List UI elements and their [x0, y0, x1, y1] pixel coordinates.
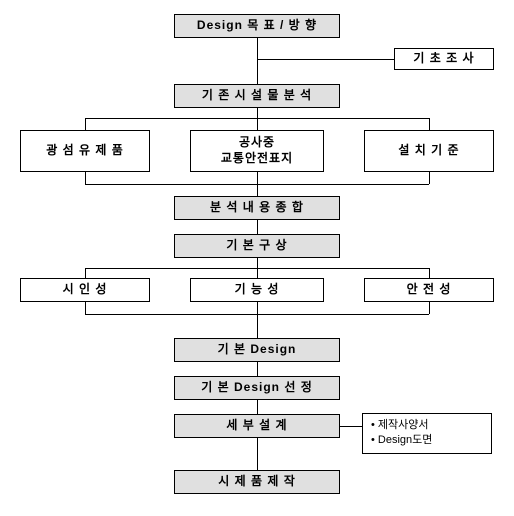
edge — [429, 302, 430, 314]
flowchart-canvas: Design 목 표 / 방 향기 초 조 사기 존 시 설 물 분 석광 섬 … — [0, 0, 514, 516]
edge — [85, 118, 429, 119]
node-s1: 기 초 조 사 — [394, 48, 494, 70]
edge — [257, 220, 258, 234]
bullet-item: • Design도면 — [371, 433, 483, 448]
node-n7: 세 부 설 계 — [174, 414, 340, 438]
node-s2b: 공사중 교통안전표지 — [190, 130, 324, 172]
edge — [257, 38, 258, 84]
edge — [257, 438, 258, 470]
edge — [257, 172, 258, 196]
node-n8: 시 제 품 제 작 — [174, 470, 340, 494]
node-n1: Design 목 표 / 방 향 — [174, 14, 340, 38]
node-s2a: 광 섬 유 제 품 — [20, 130, 150, 172]
edge — [85, 268, 86, 278]
edge — [85, 268, 429, 269]
edge — [257, 108, 258, 130]
bullet-item: • 제작사양서 — [371, 418, 483, 433]
edge — [340, 426, 362, 427]
bullets-box: • 제작사양서• Design도면 — [362, 413, 492, 454]
node-s2c: 설 치 기 준 — [364, 130, 494, 172]
edge — [85, 302, 86, 314]
node-n6: 기 본 Design 선 정 — [174, 376, 340, 400]
edge — [429, 268, 430, 278]
edge — [85, 172, 86, 184]
node-n2: 기 존 시 설 물 분 석 — [174, 84, 340, 108]
edge — [429, 118, 430, 130]
node-n3: 분 석 내 용 종 합 — [174, 196, 340, 220]
node-n5: 기 본 Design — [174, 338, 340, 362]
edge — [429, 172, 430, 184]
node-s4b: 기 능 성 — [190, 278, 324, 302]
edge — [257, 400, 258, 414]
node-n4: 기 본 구 상 — [174, 234, 340, 258]
edge — [257, 362, 258, 376]
node-s4c: 안 전 성 — [364, 278, 494, 302]
edge — [257, 302, 258, 338]
node-s4a: 시 인 성 — [20, 278, 150, 302]
edge — [85, 118, 86, 130]
edge — [257, 59, 394, 60]
